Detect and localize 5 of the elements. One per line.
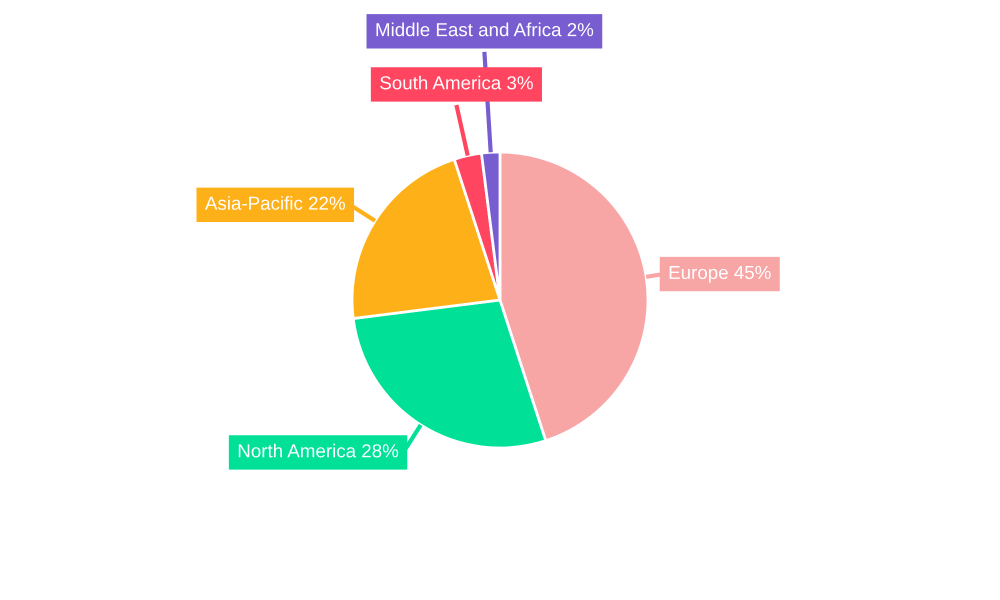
slice-label: Asia-Pacific 22% — [204, 196, 345, 210]
slice-label: Middle East and Africa 2% — [376, 22, 594, 36]
slice-label: South America 3% — [380, 76, 533, 90]
slice-label: North America 28% — [238, 444, 398, 458]
slice-label: Europe 45% — [670, 266, 771, 283]
